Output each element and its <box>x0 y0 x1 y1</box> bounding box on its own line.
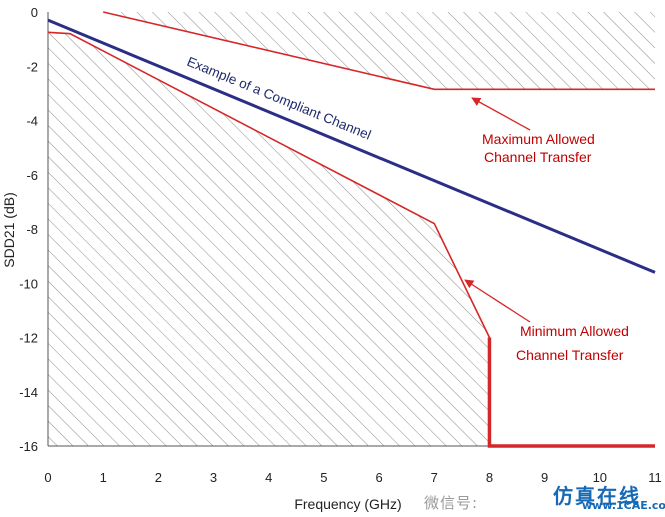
y-tick-label: -10 <box>19 276 38 291</box>
series-min-allowed-line <box>47 31 491 338</box>
x-tick-label: 5 <box>320 470 327 485</box>
x-tick-label: 1 <box>100 470 107 485</box>
annotation-min-line1: Minimum Allowed <box>520 323 629 339</box>
arrow-min-allowed <box>464 279 531 323</box>
forbidden-regions <box>48 12 655 446</box>
y-tick-label: -14 <box>19 385 38 400</box>
x-tick-label: 11 <box>648 470 662 485</box>
series-min-allowed-step <box>487 337 655 448</box>
y-tick-label: -8 <box>26 222 38 237</box>
tick-labels: 0 1 2 3 4 5 6 7 8 9 10 11 0 -2 -4 -6 -8 -10 -12 -14 -16 <box>19 5 662 485</box>
x-tick-label: 7 <box>431 470 438 485</box>
annotation-max-line2: Channel Transfer <box>484 149 592 165</box>
hatch-region-upper <box>103 12 655 90</box>
y-axis-title: SDD21 (dB) <box>1 192 17 267</box>
x-tick-label: 4 <box>265 470 272 485</box>
x-tick-label: 6 <box>375 470 382 485</box>
y-tick-label: -6 <box>26 168 38 183</box>
x-axis-title: Frequency (GHz) <box>294 496 401 512</box>
y-tick-label: -16 <box>19 439 38 454</box>
x-tick-label: 3 <box>210 470 217 485</box>
series-compliant-channel <box>47 18 656 274</box>
x-tick-label: 10 <box>593 470 607 485</box>
annotations <box>464 97 531 323</box>
hatch-region-lower <box>48 32 655 446</box>
series-lines <box>47 11 656 448</box>
x-tick-label: 8 <box>486 470 493 485</box>
watermark-wechat: 微信号: <box>424 494 479 512</box>
x-tick-label: 2 <box>155 470 162 485</box>
series-max-allowed-line <box>102 11 655 91</box>
y-tick-label: -12 <box>19 331 38 346</box>
annotation-min-line2: Channel Transfer <box>516 347 624 363</box>
x-tick-label: 9 <box>541 470 548 485</box>
x-tick-label: 0 <box>44 470 51 485</box>
watermark-site: www.1CAE.com <box>582 499 665 512</box>
y-tick-label: -4 <box>26 114 38 129</box>
y-tick-label: -2 <box>26 59 38 74</box>
annotation-max-line1: Maximum Allowed <box>482 131 595 147</box>
y-tick-label: 0 <box>31 5 38 20</box>
watermark-brand: 仿真在线 <box>553 484 641 508</box>
arrow-max-allowed <box>471 97 531 131</box>
